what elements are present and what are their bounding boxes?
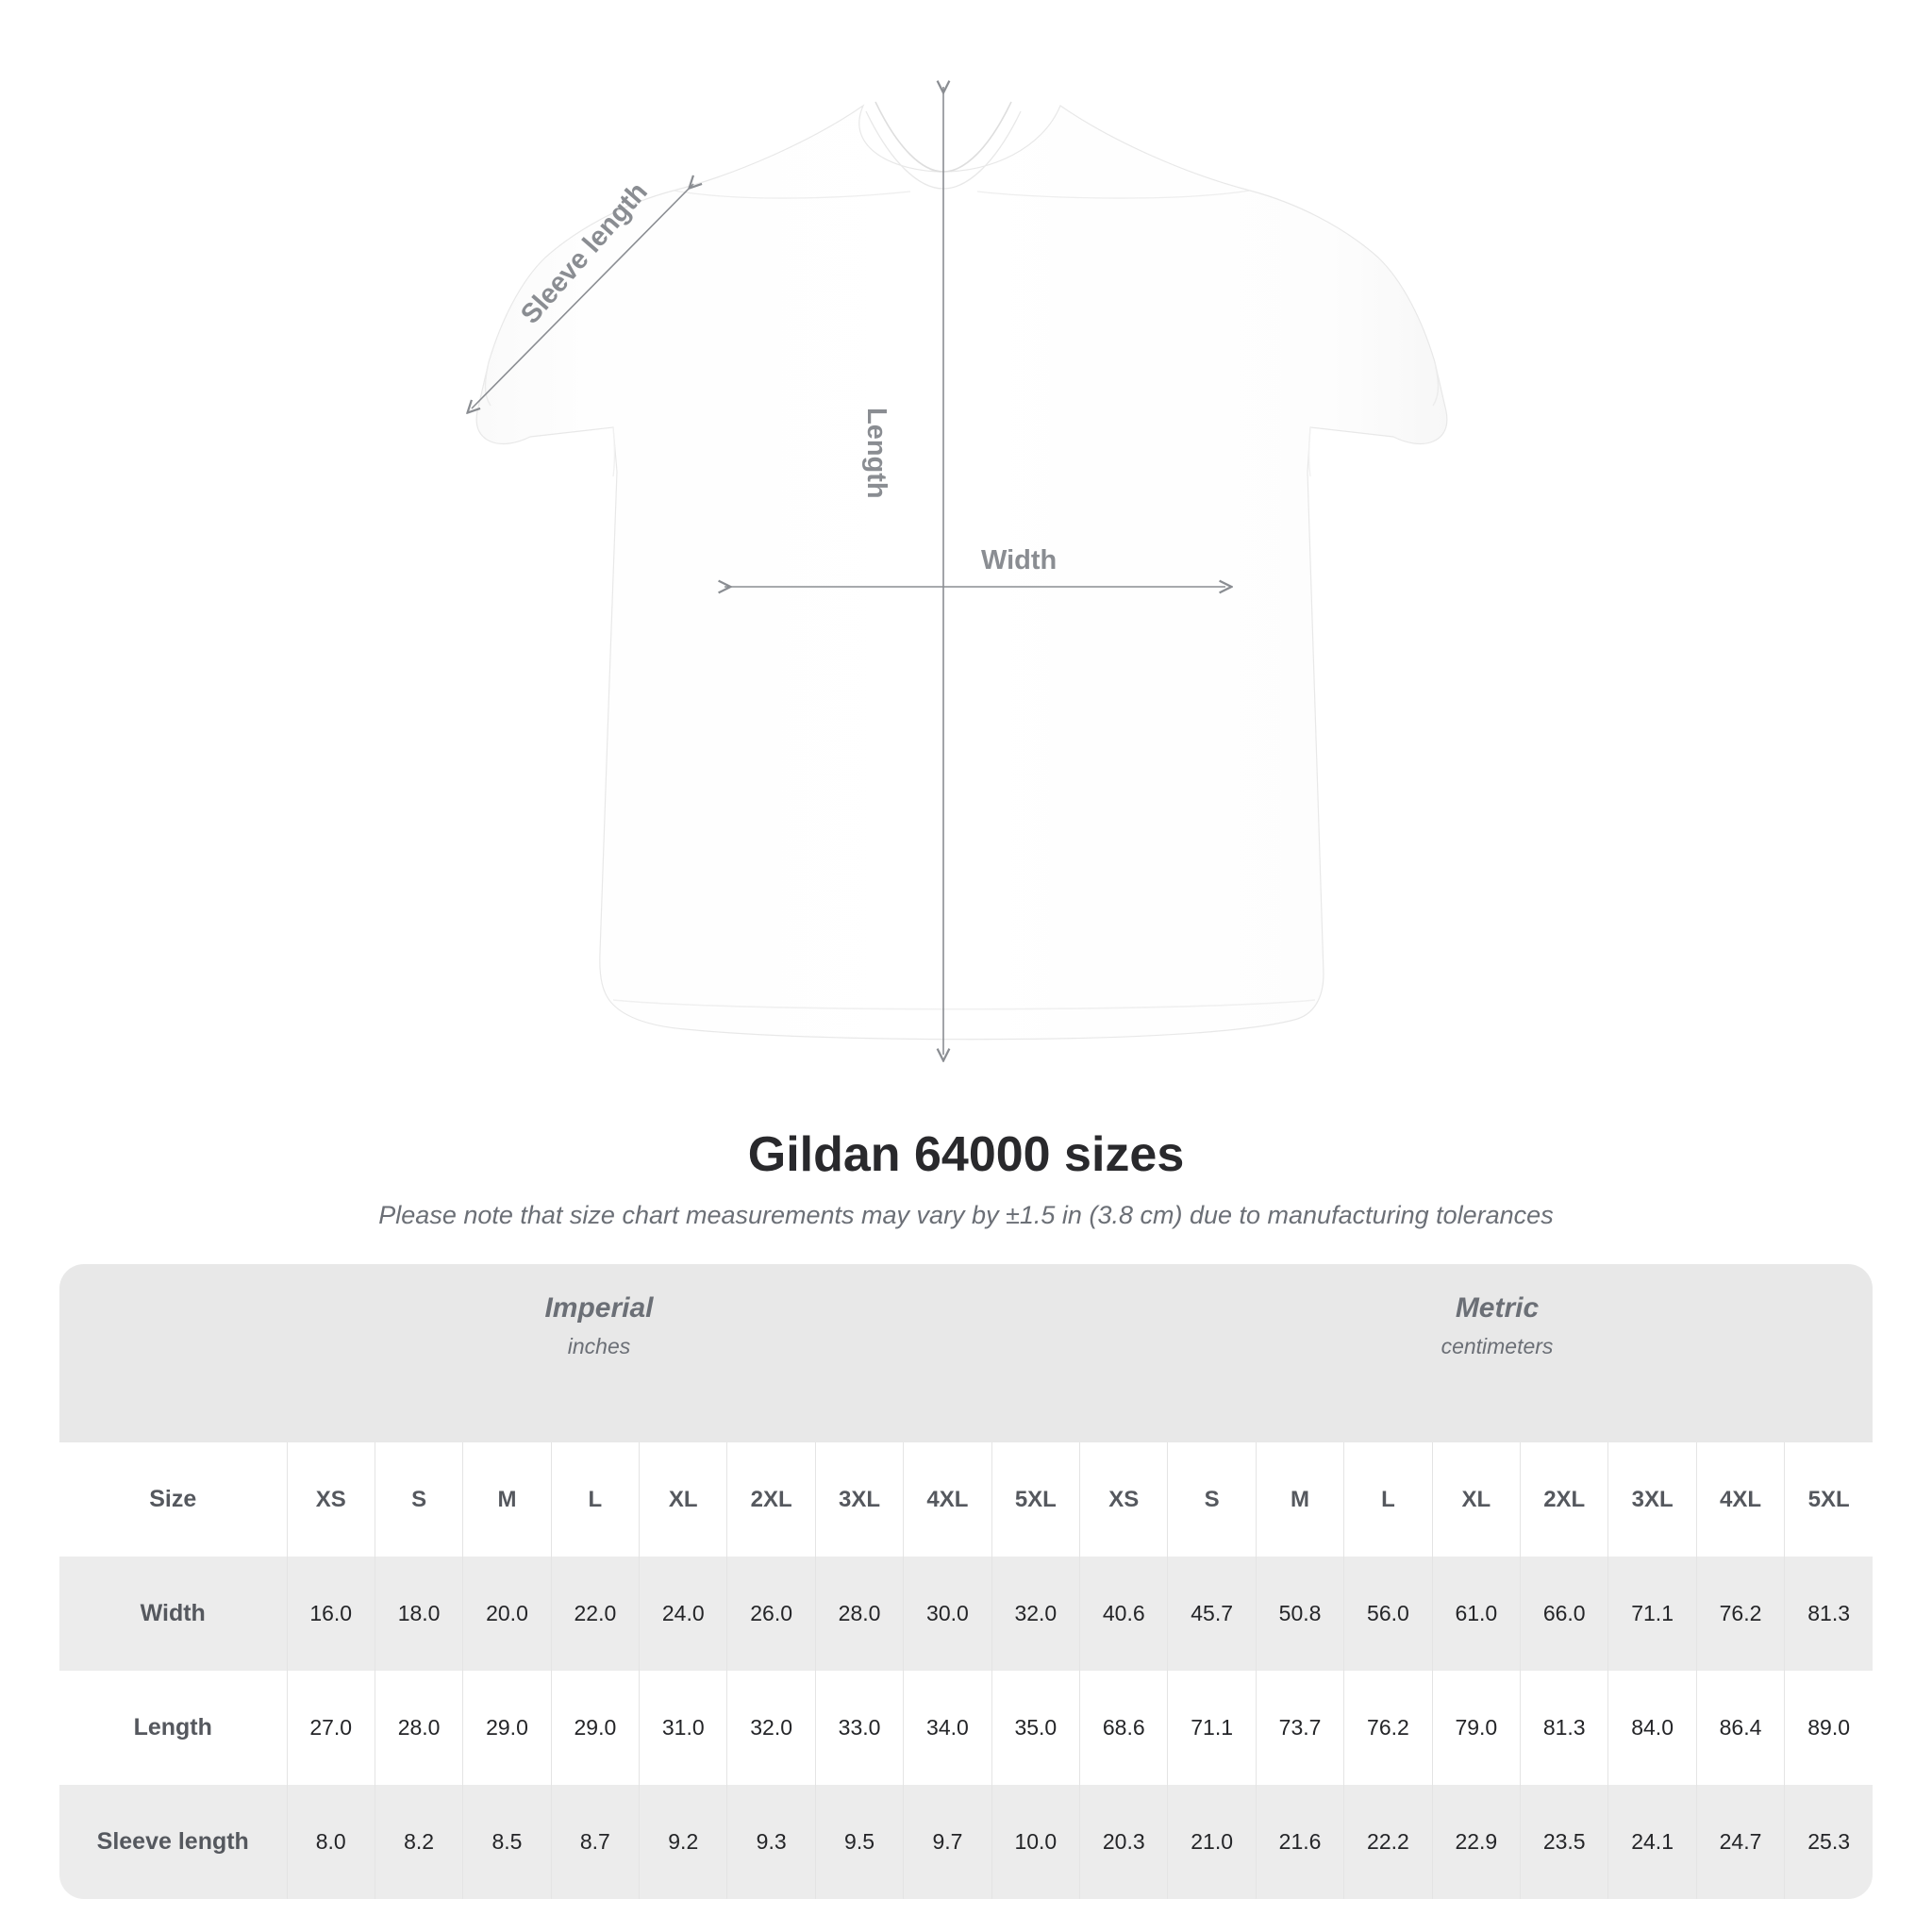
svg-text:Width: Width [981,545,1057,575]
svg-text:Length: Length [861,408,891,499]
